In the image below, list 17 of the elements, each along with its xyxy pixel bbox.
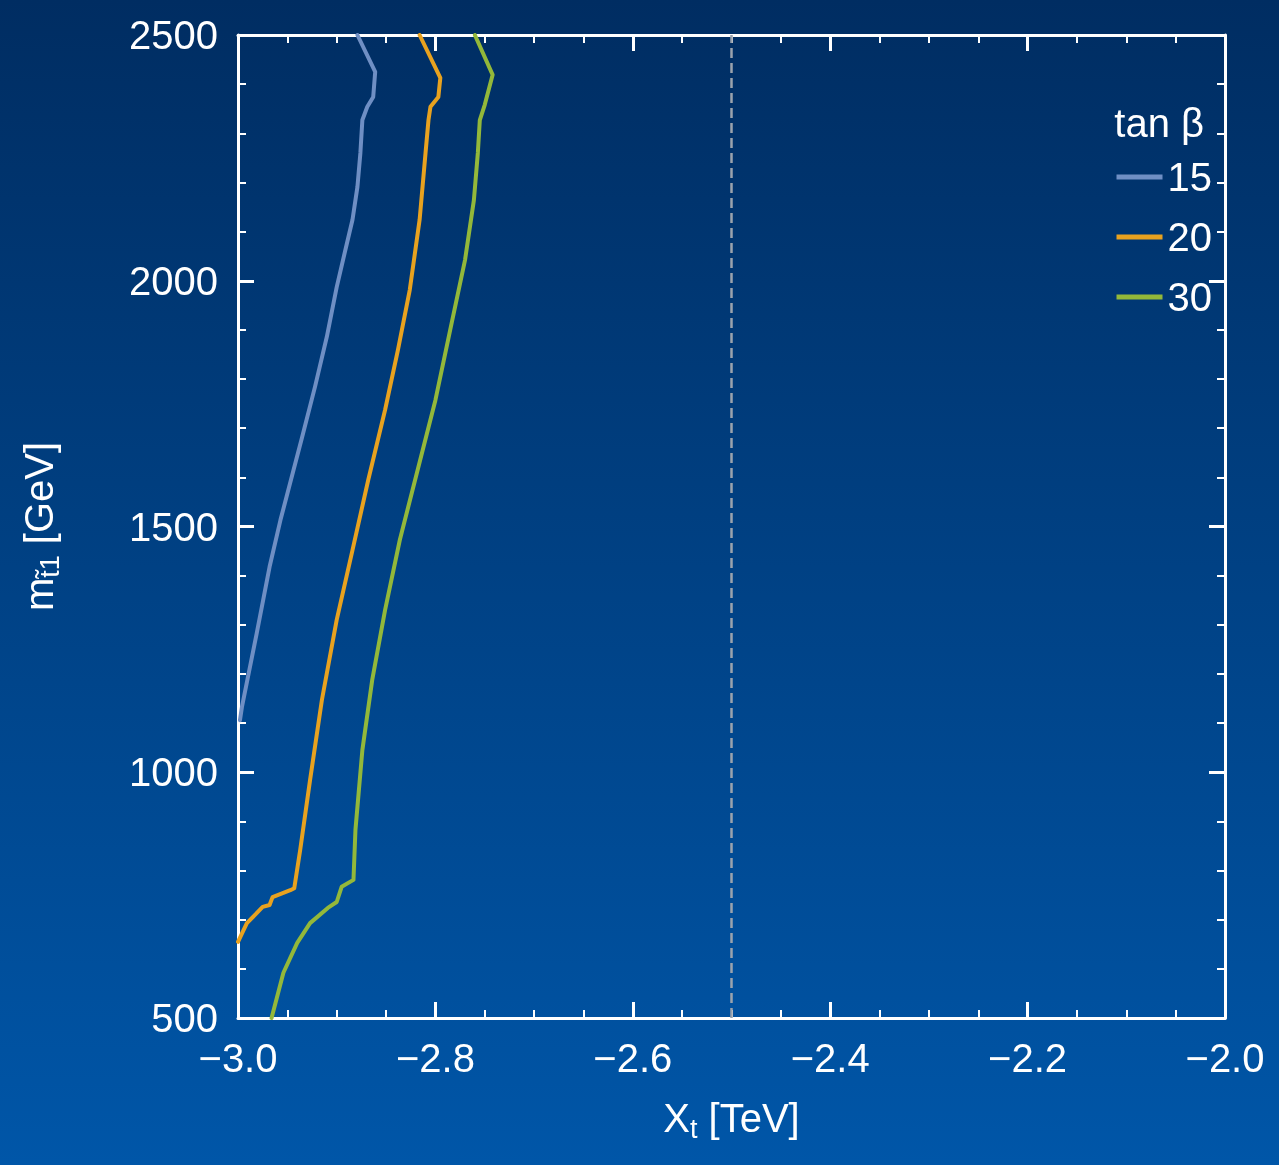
x-tick-label: −2.6	[593, 1036, 673, 1080]
line-series	[237, 33, 378, 723]
legend-title: tan β	[1114, 101, 1205, 145]
y-axis-title: mt̃1 [GeV]	[16, 441, 65, 612]
legend-label: 30	[1167, 275, 1213, 319]
y-tick-label: 1500	[129, 504, 218, 549]
x-tick-label: −2.0	[1185, 1036, 1265, 1080]
line-series	[236, 33, 443, 944]
y-tick-label: 2500	[129, 13, 218, 57]
legend-label: 15	[1167, 155, 1213, 199]
x-tick-label: −2.4	[790, 1036, 870, 1080]
y-tick-label: 2000	[129, 258, 218, 303]
legend-label: 20	[1167, 215, 1213, 259]
y-tick-label: 1000	[129, 750, 218, 795]
x-tick-label: −2.8	[395, 1036, 475, 1080]
line-series	[269, 33, 495, 1020]
x-tick-label: −2.2	[988, 1036, 1068, 1080]
